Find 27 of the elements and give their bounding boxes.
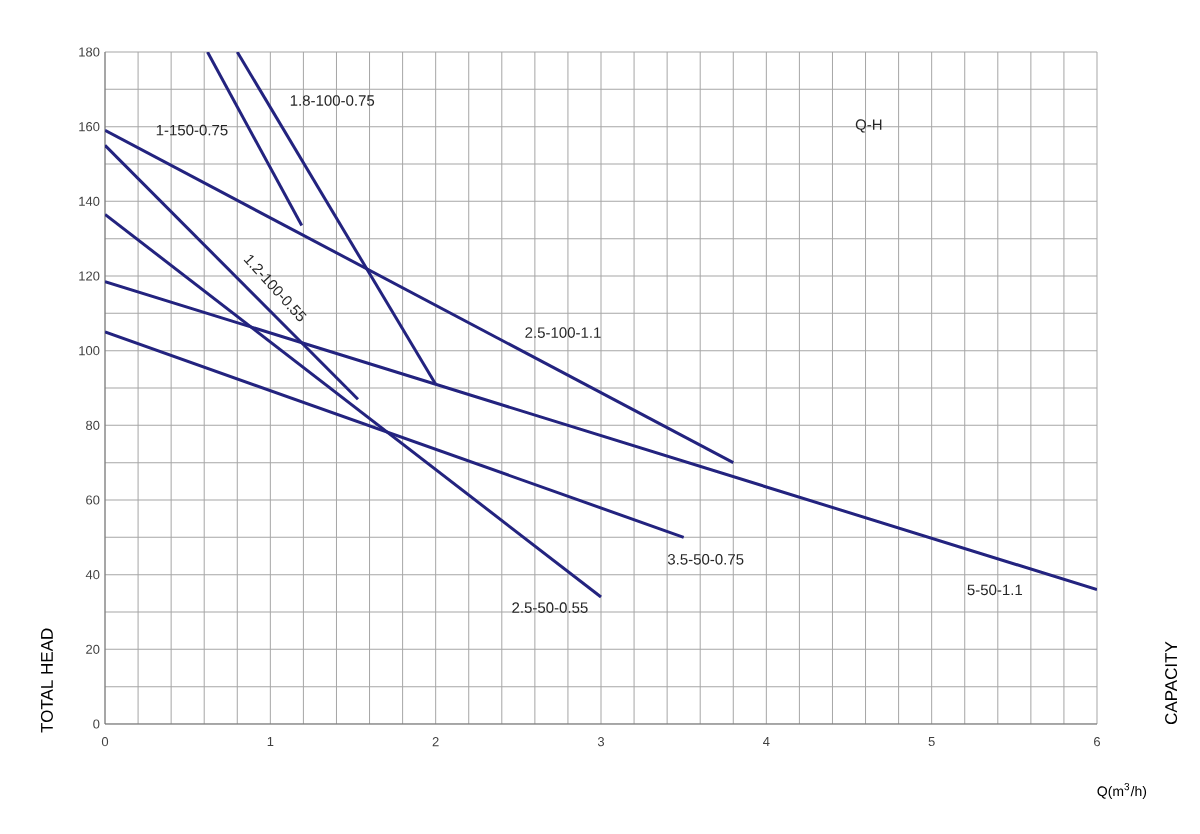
y-tick-label: 140 bbox=[79, 196, 100, 206]
series-label: 1.8-100-0.75 bbox=[290, 95, 375, 106]
series-label: 5-50-1.1 bbox=[967, 584, 1023, 596]
series-label: 2.5-100-1.1 bbox=[525, 327, 601, 338]
y-tick-label: 80 bbox=[86, 420, 100, 430]
y-tick-label: 0 bbox=[93, 719, 100, 729]
y-tick-label: 20 bbox=[86, 644, 100, 654]
y-tick-label: 60 bbox=[86, 495, 100, 505]
x-tick-label: 5 bbox=[928, 737, 935, 747]
y-tick-label: 40 bbox=[85, 570, 100, 580]
series-label: 3.5-50-0.75 bbox=[667, 554, 744, 565]
y-axis-title: TOTAL HEAD bbox=[40, 628, 53, 733]
y-tick-label: 160 bbox=[79, 122, 100, 132]
y-tick-label: 180 bbox=[79, 47, 100, 57]
x-tick-label: 2 bbox=[432, 737, 439, 747]
x-tick-label: 4 bbox=[763, 737, 770, 746]
x-tick-label: 6 bbox=[1094, 737, 1101, 747]
y-tick-label: 120 bbox=[79, 271, 100, 281]
y-tick-label: 100 bbox=[79, 346, 100, 356]
x-tick-label: 1 bbox=[267, 737, 274, 746]
x-tick-label: 3 bbox=[597, 737, 605, 747]
x-tick-label: 0 bbox=[101, 737, 109, 747]
annotation: Q-H bbox=[855, 119, 882, 133]
series-label: 2.5-50-0.55 bbox=[512, 602, 588, 613]
y2-axis-title: CAPACITY bbox=[1165, 641, 1178, 725]
series-label: 1-150-0.75 bbox=[156, 124, 228, 136]
x-axis-title: Q(m$^{3}$/h) bbox=[1097, 783, 1147, 799]
